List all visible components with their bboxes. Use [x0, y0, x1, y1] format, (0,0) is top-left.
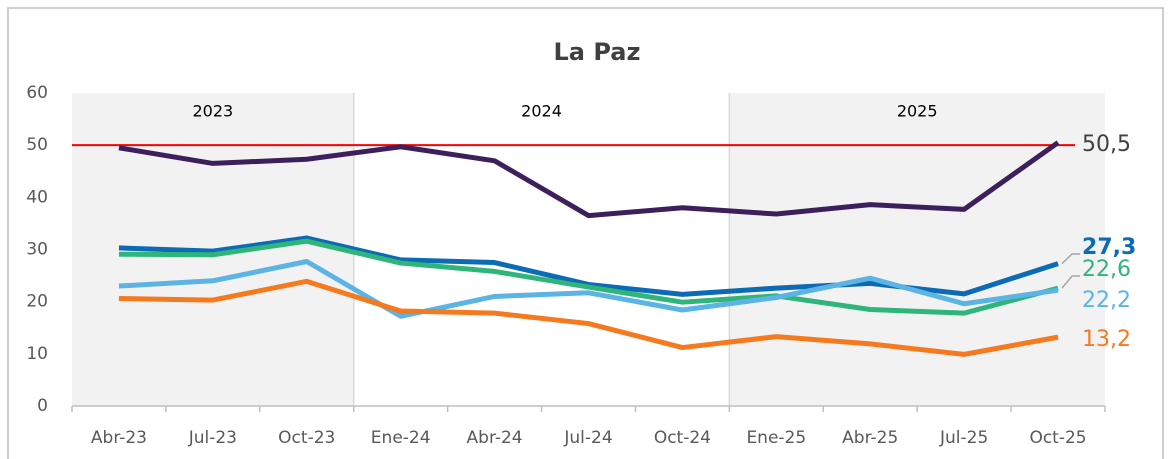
- label-leader: [1061, 275, 1081, 289]
- period-label: 2025: [897, 102, 938, 121]
- y-tick-label: 50: [26, 135, 48, 155]
- data-label: 13,2: [1082, 327, 1131, 352]
- data-label: 50,5: [1082, 132, 1131, 157]
- period-label: 2024: [521, 102, 562, 121]
- x-tick-label: Oct-23: [278, 428, 335, 448]
- series-line: [118, 140, 1060, 219]
- x-tick-label: Abr-25: [842, 428, 898, 448]
- x-tick-label: Jul-25: [939, 428, 988, 448]
- x-tick-label: Ene-24: [371, 428, 431, 448]
- y-tick-label: 40: [26, 187, 48, 207]
- y-tick-label: 10: [26, 344, 48, 364]
- y-tick-label: 30: [26, 240, 48, 260]
- label-leader: [1061, 253, 1081, 265]
- data-label: 22,6: [1082, 257, 1131, 282]
- y-tick-label: 60: [26, 83, 48, 103]
- x-tick-label: Abr-24: [467, 428, 523, 448]
- data-label: 22,2: [1082, 288, 1131, 313]
- x-tick-label: Ene-25: [746, 428, 806, 448]
- series-line: [118, 278, 1059, 357]
- data-label: 27,3: [1082, 235, 1136, 260]
- period-band: [729, 93, 1105, 406]
- x-tick-label: Jul-24: [563, 428, 612, 448]
- series-line: [118, 258, 1059, 319]
- x-tick-label: Oct-25: [1029, 428, 1086, 448]
- series-line: [118, 238, 1059, 316]
- x-tick-label: Jul-23: [188, 428, 237, 448]
- y-tick-label: 20: [26, 292, 48, 312]
- chart-title: La Paz: [554, 38, 641, 66]
- x-tick-label: Oct-24: [654, 428, 711, 448]
- y-tick-label: 0: [37, 396, 48, 416]
- period-label: 2023: [193, 102, 234, 121]
- x-tick-label: Abr-23: [91, 428, 147, 448]
